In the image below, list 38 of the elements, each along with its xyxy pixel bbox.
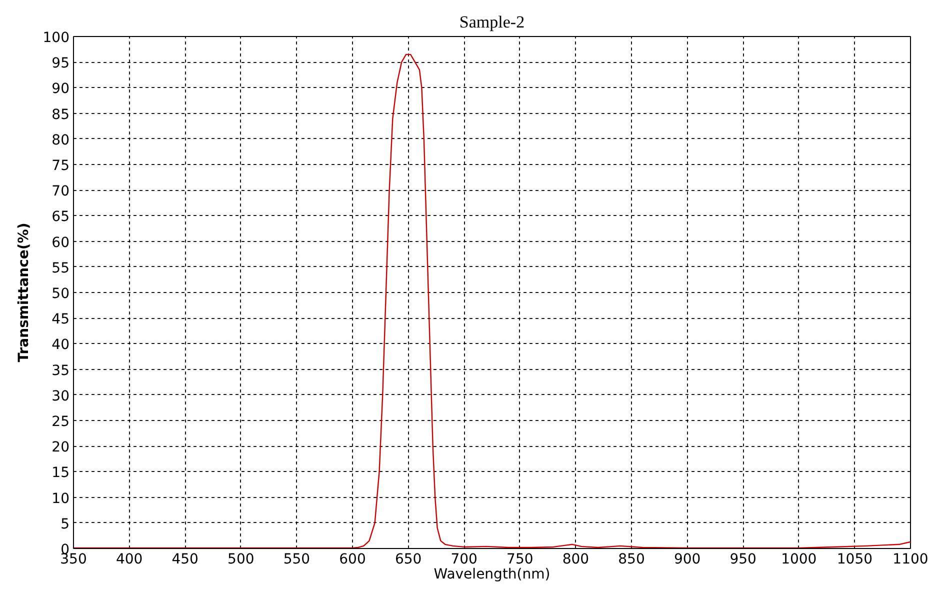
y-tick-label: 25 (52, 414, 70, 430)
y-tick-label: 60 (52, 234, 70, 251)
x-tick-label: 900 (674, 552, 701, 568)
y-tick-label: 100 (42, 30, 70, 46)
y-tick-label: 30 (52, 388, 70, 404)
y-tick-label: 95 (52, 56, 70, 72)
y-tick-label: 75 (52, 158, 70, 174)
x-tick-label: 850 (618, 552, 645, 568)
y-axis-title: Transmittance(%) (16, 222, 32, 362)
x-tick-label: 400 (116, 552, 143, 568)
y-tick-label: 15 (52, 465, 70, 482)
x-tick-label: 700 (450, 552, 478, 568)
chart-title: Sample-2 (459, 12, 525, 32)
y-tick-label: 55 (52, 260, 70, 276)
y-tick-label: 90 (52, 81, 70, 98)
y-tick-label: 40 (52, 337, 70, 354)
y-tick-label: 70 (52, 184, 70, 200)
y-tick-label: 85 (52, 106, 70, 123)
x-tick-label: 1000 (781, 552, 817, 568)
x-tick-label: 450 (172, 552, 198, 568)
x-tick-label: 1100 (892, 552, 928, 568)
x-tick-label: 1050 (836, 552, 873, 568)
x-tick-label: 800 (562, 552, 590, 568)
y-tick-label: 65 (52, 209, 70, 226)
x-tick-label: 500 (228, 552, 254, 568)
y-tick-label: 45 (52, 312, 70, 328)
x-tick-label: 550 (283, 552, 310, 568)
y-tick-label: 50 (52, 286, 70, 302)
y-tick-label: 10 (52, 490, 70, 507)
x-tick-label: 650 (394, 552, 422, 568)
y-tick-label: 80 (52, 132, 70, 148)
x-tick-label: 950 (730, 552, 756, 568)
y-tick-label: 20 (52, 440, 70, 456)
y-tick-label: 35 (52, 362, 70, 379)
x-tick-label: 600 (339, 552, 366, 568)
x-axis-title: Wavelength(nm) (434, 566, 550, 582)
y-tick-label: 5 (60, 516, 70, 532)
x-tick-label: 750 (506, 552, 534, 568)
